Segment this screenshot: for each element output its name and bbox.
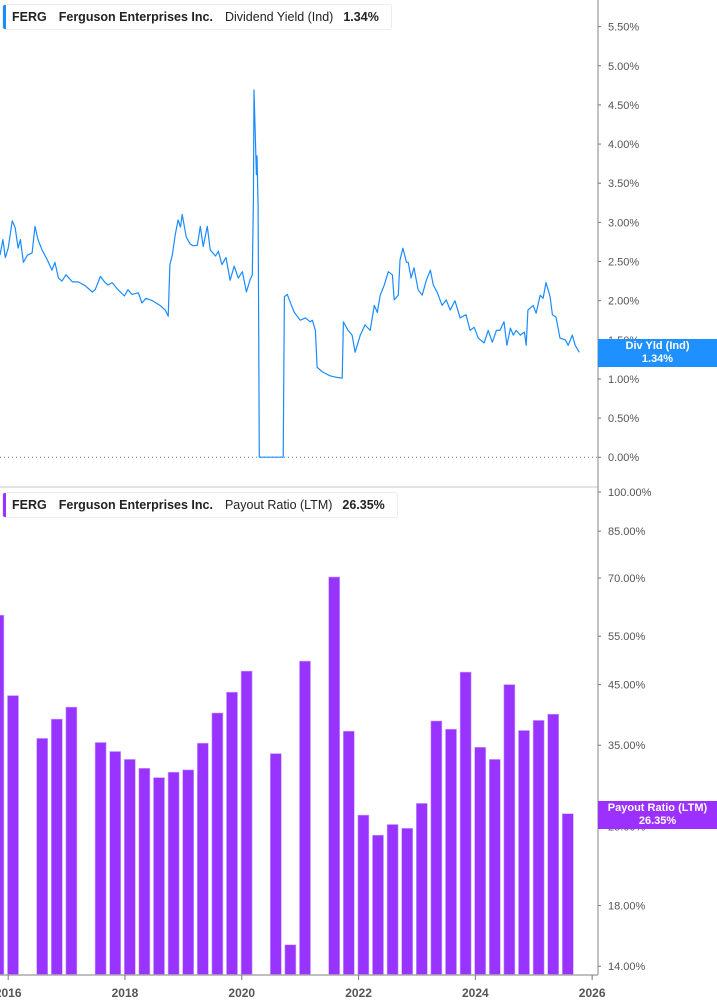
x-tick-label: 2020	[228, 986, 255, 1000]
payout-bar	[182, 769, 194, 976]
payout-bar	[328, 576, 341, 976]
legend-metric: Payout Ratio (LTM)	[224, 498, 333, 512]
payout-bar	[167, 771, 180, 976]
legend-value: 26.35%	[342, 498, 385, 512]
y-tick-label: 85.00%	[608, 526, 646, 538]
payout-bar	[357, 814, 370, 976]
y-tick-label: 4.00%	[608, 139, 639, 151]
y-tick-label: 0.00%	[608, 452, 639, 464]
y-tick-label: 5.00%	[608, 61, 639, 73]
top-legend: FERG Ferguson Enterprises Inc. Dividend …	[2, 4, 392, 30]
tag-label: Payout Ratio (LTM)	[607, 802, 708, 814]
x-tick-label: 2016	[0, 986, 22, 1000]
dividend-yield-panel	[0, 89, 598, 488]
payout-bar	[299, 660, 311, 976]
payout-bar	[7, 695, 19, 976]
payout-bar	[153, 777, 165, 976]
payout-bar	[65, 706, 78, 976]
payout-bar	[0, 614, 5, 976]
payout-bar	[415, 803, 428, 976]
y-tick-label: 70.00%	[608, 573, 646, 585]
payout-bar	[518, 730, 530, 976]
payout-bar	[547, 713, 560, 976]
y-tick-label: 55.00%	[608, 631, 646, 643]
yield-last-value-tag: Div Yld (Ind) 1.34%	[598, 339, 717, 367]
y-tick-label: 2.00%	[608, 296, 639, 308]
payout-bar	[474, 746, 487, 976]
y-tick-label: 14.00%	[608, 961, 646, 973]
payout-bar	[532, 720, 545, 976]
legend-color-swatch	[3, 5, 6, 29]
legend-metric: Dividend Yield (Ind)	[224, 10, 334, 24]
payout-ratio-panel	[0, 576, 574, 976]
payout-bar	[138, 767, 151, 976]
payout-bar	[36, 738, 49, 976]
legend-ticker: FERG	[12, 10, 47, 24]
x-tick-label: 2024	[462, 986, 489, 1000]
payout-bar	[342, 730, 355, 976]
y-tick-label: 3.00%	[608, 217, 639, 229]
payout-bar	[445, 728, 457, 976]
payout-bar	[240, 670, 253, 976]
panel-separator	[0, 486, 598, 488]
payout-bar	[109, 751, 121, 976]
payout-bar	[94, 742, 107, 976]
legend-color-swatch	[3, 493, 6, 517]
payout-bar	[503, 684, 516, 976]
dividend-yield-line	[0, 89, 580, 458]
payout-bar	[50, 718, 63, 976]
payout-bar	[211, 712, 224, 976]
legend-ticker: FERG	[12, 498, 47, 512]
y-tick-label: 5.50%	[608, 22, 639, 34]
legend-company: Ferguson Enterprises Inc.	[58, 10, 213, 24]
x-tick-label: 2022	[345, 986, 372, 1000]
legend-value: 1.34%	[343, 10, 379, 24]
tag-label: Div Yld (Ind)	[625, 340, 690, 352]
y-tick-label: 3.50%	[608, 178, 639, 190]
payout-last-value-tag: Payout Ratio (LTM) 26.35%	[598, 801, 717, 829]
y-tick-label: 45.00%	[608, 680, 646, 692]
y-tick-label: 4.50%	[608, 100, 639, 112]
tag-value: 1.34%	[641, 353, 674, 365]
payout-bar	[197, 742, 209, 976]
payout-bar	[269, 753, 282, 976]
y-tick-label: 0.50%	[608, 413, 639, 425]
payout-bar	[386, 824, 399, 976]
y-tick-label: 100.00%	[608, 487, 652, 499]
tag-value: 26.35%	[638, 815, 677, 827]
payout-bar	[459, 671, 472, 976]
y-tick-label: 1.00%	[608, 374, 639, 386]
payout-bar	[430, 720, 443, 976]
y-tick-label: 2.50%	[608, 257, 639, 269]
payout-bar	[124, 759, 136, 976]
bottom-legend: FERG Ferguson Enterprises Inc. Payout Ra…	[2, 492, 398, 518]
legend-company: Ferguson Enterprises Inc.	[58, 498, 213, 512]
payout-bar	[226, 691, 238, 976]
y-tick-label: 35.00%	[608, 740, 646, 752]
payout-bar	[372, 834, 384, 976]
payout-bar	[284, 944, 297, 976]
payout-bar	[488, 759, 501, 976]
x-tick-label: 2026	[579, 986, 606, 1000]
y-tick-label: 18.00%	[608, 901, 646, 913]
payout-bar	[561, 813, 574, 976]
x-tick-label: 2018	[112, 986, 139, 1000]
payout-bar	[401, 827, 414, 976]
